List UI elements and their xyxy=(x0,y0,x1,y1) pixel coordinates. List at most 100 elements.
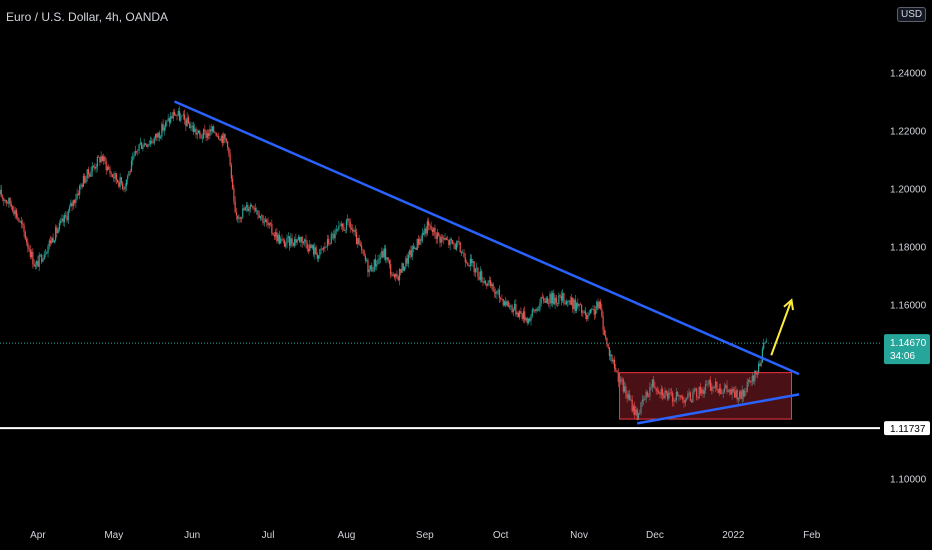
candle-body xyxy=(68,206,71,211)
candle-body xyxy=(558,295,560,304)
candle-body xyxy=(486,283,488,286)
candle-body xyxy=(668,392,670,399)
candle-body xyxy=(731,389,733,395)
time-axis: Apr May Jun Jul Aug Sep Oct Nov Dec 2022 Feb xyxy=(30,530,821,541)
candle-body xyxy=(589,309,592,314)
candle-body xyxy=(550,293,552,304)
candle-body xyxy=(570,297,573,305)
candle-body xyxy=(425,228,427,234)
candle-body xyxy=(66,216,68,221)
candle-body xyxy=(749,380,751,382)
candle-body xyxy=(223,133,225,143)
candle-body xyxy=(462,252,464,254)
candle-body xyxy=(640,402,642,413)
candle-body xyxy=(593,308,595,315)
candle-body xyxy=(254,208,257,211)
candle-body xyxy=(6,202,9,204)
candle-body xyxy=(440,237,442,243)
candle-body xyxy=(37,260,39,267)
candle-body xyxy=(689,392,691,401)
candle-body xyxy=(680,396,683,398)
candle-body xyxy=(373,259,375,271)
candle-body xyxy=(407,254,409,264)
candle-body xyxy=(740,391,742,399)
candle-body xyxy=(650,387,652,388)
candle-body xyxy=(310,244,312,249)
candle-body xyxy=(517,312,519,318)
candle-body xyxy=(220,135,222,141)
candle-body xyxy=(634,406,636,415)
candle-body xyxy=(543,297,545,301)
candle-body xyxy=(477,267,479,277)
candle-body xyxy=(644,399,646,401)
candle-body xyxy=(761,348,764,363)
candle-body xyxy=(146,144,148,147)
candle-body xyxy=(572,297,574,310)
candle-body xyxy=(163,127,165,131)
candle-body xyxy=(251,205,253,207)
candle-body xyxy=(292,243,294,246)
candle-body xyxy=(444,238,446,240)
price-tick-label: 1.18000 xyxy=(890,243,927,254)
candle-body xyxy=(594,309,597,315)
candle-body xyxy=(377,259,379,265)
candle-body xyxy=(76,193,78,199)
candle-body xyxy=(41,254,43,262)
candle-body xyxy=(511,305,513,313)
candle-body xyxy=(229,153,231,166)
candle-body xyxy=(592,308,594,310)
candle-body xyxy=(320,248,322,250)
candle-body xyxy=(123,189,125,190)
candle-body xyxy=(455,242,458,250)
candle-body xyxy=(691,400,693,403)
candle-body xyxy=(617,372,619,382)
price-tick-label: 1.24000 xyxy=(890,69,927,80)
candle-body xyxy=(148,143,150,145)
candle-body xyxy=(12,206,14,211)
candle-body xyxy=(535,309,537,312)
candle-body xyxy=(49,240,52,244)
candle-body xyxy=(745,390,747,392)
candle-body xyxy=(13,210,15,215)
candle-body xyxy=(87,169,90,175)
candle-body xyxy=(402,263,404,271)
candle-body xyxy=(415,247,417,250)
candle-body xyxy=(487,282,489,286)
candle-body xyxy=(393,274,396,278)
candle-body xyxy=(621,378,623,380)
candle-body xyxy=(623,386,626,392)
candle-body xyxy=(385,248,387,260)
candle-body xyxy=(178,111,181,121)
candle-body xyxy=(162,124,164,131)
time-tick-label: Apr xyxy=(30,530,46,541)
candle-body xyxy=(204,129,206,132)
candle-body xyxy=(655,388,657,392)
candle-body xyxy=(18,218,20,222)
candle-body xyxy=(752,375,755,382)
candle-body xyxy=(216,136,219,137)
candle-body xyxy=(678,395,680,397)
candle-body xyxy=(737,397,739,400)
candle-body xyxy=(99,156,101,163)
candle-body xyxy=(60,221,62,224)
candle-body xyxy=(548,303,550,304)
candle-body xyxy=(760,362,762,366)
candle-body xyxy=(318,255,320,259)
candle-body xyxy=(71,202,73,207)
candle-body xyxy=(560,295,562,301)
candle-body xyxy=(27,242,29,248)
candle-body xyxy=(607,344,609,348)
candle-body xyxy=(491,283,493,287)
candle-body xyxy=(606,337,608,345)
currency-button[interactable]: USD xyxy=(897,7,927,22)
candle-body xyxy=(648,396,650,398)
candle-body xyxy=(717,389,719,393)
candle-body xyxy=(301,236,303,243)
candle-body xyxy=(610,354,612,357)
candle-body xyxy=(352,229,354,232)
time-tick-label: Oct xyxy=(493,530,509,541)
candle-body xyxy=(503,301,506,306)
candle-body xyxy=(449,239,451,246)
candle-body xyxy=(482,281,484,283)
